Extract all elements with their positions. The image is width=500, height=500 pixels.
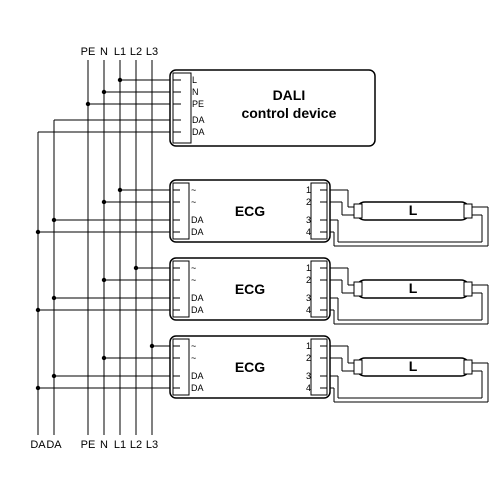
svg-text:PE: PE	[81, 439, 96, 451]
svg-text:L: L	[409, 358, 418, 374]
svg-text:L3: L3	[146, 439, 158, 451]
svg-text:~: ~	[191, 341, 196, 351]
svg-text:3: 3	[306, 293, 311, 303]
svg-text:1: 1	[306, 185, 311, 195]
svg-text:3: 3	[306, 215, 311, 225]
svg-text:DALI: DALI	[273, 87, 306, 103]
svg-text:2: 2	[306, 353, 311, 363]
svg-text:DA: DA	[192, 115, 205, 125]
svg-text:L3: L3	[146, 46, 158, 58]
svg-text:DA: DA	[191, 293, 204, 303]
svg-text:N: N	[192, 87, 199, 97]
svg-text:1: 1	[306, 263, 311, 273]
svg-text:ECG: ECG	[235, 281, 265, 297]
svg-text:ECG: ECG	[235, 203, 265, 219]
svg-text:DA: DA	[191, 215, 204, 225]
svg-text:L2: L2	[130, 439, 142, 451]
svg-text:DA: DA	[191, 305, 204, 315]
svg-text:control device: control device	[241, 105, 336, 121]
svg-text:DA: DA	[192, 127, 205, 137]
svg-text:N: N	[100, 46, 108, 58]
svg-text:DA: DA	[191, 371, 204, 381]
svg-text:L: L	[192, 75, 197, 85]
svg-text:L: L	[409, 280, 418, 296]
svg-text:N: N	[100, 439, 108, 451]
svg-text:1: 1	[306, 341, 311, 351]
svg-text:DA: DA	[191, 227, 204, 237]
svg-text:~: ~	[191, 185, 196, 195]
svg-text:DA: DA	[46, 439, 62, 451]
svg-text:L1: L1	[114, 46, 126, 58]
svg-text:3: 3	[306, 371, 311, 381]
svg-text:L: L	[409, 202, 418, 218]
svg-text:~: ~	[191, 353, 196, 363]
svg-text:~: ~	[191, 275, 196, 285]
svg-text:L1: L1	[114, 439, 126, 451]
svg-text:L2: L2	[130, 46, 142, 58]
svg-text:PE: PE	[192, 99, 204, 109]
svg-text:~: ~	[191, 197, 196, 207]
svg-text:PE: PE	[81, 46, 96, 58]
svg-text:~: ~	[191, 263, 196, 273]
svg-text:2: 2	[306, 275, 311, 285]
wiring-diagram: PEPENNL1L1L2L2L3L3DADADALIcontrol device…	[0, 0, 500, 500]
svg-text:4: 4	[306, 383, 311, 393]
svg-text:DA: DA	[191, 383, 204, 393]
svg-text:ECG: ECG	[235, 359, 265, 375]
svg-text:2: 2	[306, 197, 311, 207]
svg-text:DA: DA	[30, 439, 46, 451]
svg-text:4: 4	[306, 227, 311, 237]
svg-text:4: 4	[306, 305, 311, 315]
